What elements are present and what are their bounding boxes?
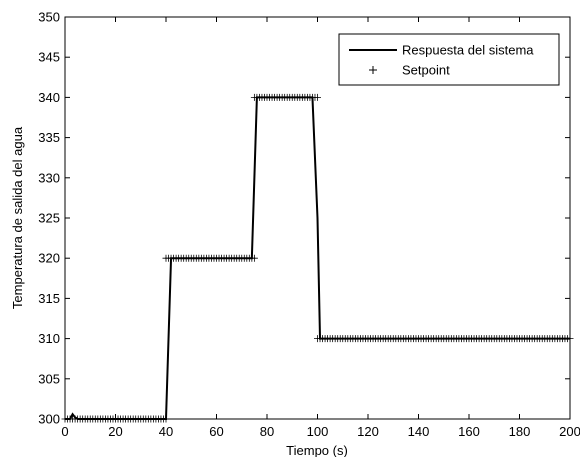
- x-tick-label: 160: [458, 424, 480, 439]
- x-tick-label: 0: [61, 424, 68, 439]
- y-tick-label: 340: [38, 90, 60, 105]
- x-tick-label: 20: [108, 424, 122, 439]
- x-tick-label: 40: [159, 424, 173, 439]
- data-layer: [61, 93, 574, 423]
- y-tick-label: 350: [38, 10, 60, 25]
- y-tick-label: 345: [38, 50, 60, 65]
- legend-entry-setpoint: Setpoint: [402, 63, 450, 78]
- x-tick-label: 80: [260, 424, 274, 439]
- legend-box: [338, 33, 560, 86]
- setpoint-marker: [314, 93, 321, 101]
- x-tick-label: 100: [307, 424, 329, 439]
- y-axis-label: Temperatura de salida del agua: [10, 126, 25, 309]
- x-tick-label: 120: [357, 424, 379, 439]
- y-tick-label: 325: [38, 211, 60, 226]
- plot-frame: [64, 16, 571, 420]
- y-tick-label: 330: [38, 170, 60, 185]
- x-tick-label: 140: [408, 424, 430, 439]
- x-axis-label: Tiempo (s): [286, 443, 348, 457]
- legend-swatch-setpoint: [369, 66, 377, 74]
- series-respuesta-line: [65, 96, 570, 420]
- y-tick-label: 335: [38, 130, 60, 145]
- legend-entry-respuesta: Respuesta del sistema: [402, 43, 534, 58]
- y-tick-label: 315: [38, 291, 60, 306]
- x-tick-label: 180: [509, 424, 531, 439]
- x-tick-label: 60: [209, 424, 223, 439]
- y-tick-label: 300: [38, 412, 60, 427]
- x-tick-label: 200: [559, 424, 580, 439]
- y-tick-label: 320: [38, 251, 60, 266]
- legend: Respuesta del sistema Setpoint: [338, 33, 560, 86]
- y-tick-label: 310: [38, 331, 60, 346]
- y-tick-label: 305: [38, 371, 60, 386]
